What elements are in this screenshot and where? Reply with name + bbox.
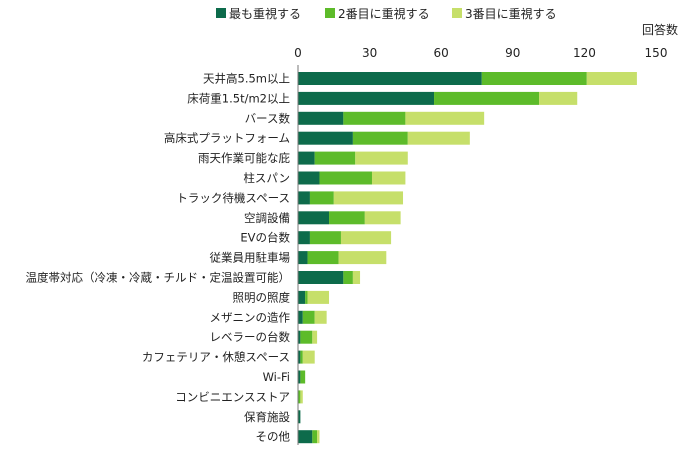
bar-segment bbox=[300, 350, 303, 364]
bar-segment bbox=[307, 290, 330, 304]
category-label: コンビニエンスストア bbox=[175, 390, 290, 404]
bar-segment bbox=[312, 330, 318, 344]
category-label: メザニンの造作 bbox=[210, 310, 291, 324]
category-label: EVの台数 bbox=[240, 231, 290, 245]
bar-segment bbox=[355, 151, 408, 165]
category-label: バース数 bbox=[245, 111, 291, 125]
category-label: Wi-Fi bbox=[263, 370, 290, 384]
bar-segment bbox=[317, 430, 320, 444]
category-label: トラック待機スペース bbox=[176, 191, 290, 205]
bar-segment bbox=[298, 410, 301, 424]
x-tick-label: 60 bbox=[434, 46, 449, 60]
bar-segment bbox=[298, 91, 435, 105]
bar-segment bbox=[481, 72, 587, 85]
bar-segment bbox=[298, 72, 482, 85]
bar-segment bbox=[314, 151, 356, 165]
bar-segment bbox=[307, 251, 339, 265]
x-axis-ticks: 0 30 60 90 120 150 bbox=[294, 46, 667, 60]
category-label: 空調設備 bbox=[244, 211, 290, 225]
bar-segment bbox=[539, 91, 578, 105]
bar-segment bbox=[352, 271, 361, 284]
category-label: 保育施設 bbox=[244, 410, 290, 424]
bar-segment bbox=[298, 191, 310, 205]
bar-segment bbox=[302, 310, 315, 324]
bar-segment bbox=[319, 171, 372, 185]
category-label: 従業員用駐車場 bbox=[210, 251, 291, 265]
bar-segment bbox=[314, 310, 327, 324]
bar-segment bbox=[338, 251, 387, 265]
x-tick-label: 120 bbox=[573, 46, 596, 60]
bar-segment bbox=[434, 91, 540, 105]
bar-segment bbox=[407, 131, 470, 145]
legend-label: 最も重視する bbox=[229, 6, 301, 21]
y-axis-labels: 天井高5.5m以上床荷重1.5t/m2以上バース数高床式プラットフォーム雨天作業… bbox=[26, 72, 291, 444]
bar-segment bbox=[371, 171, 406, 185]
category-label: 高床式プラットフォーム bbox=[164, 131, 290, 145]
category-label: その他 bbox=[256, 430, 291, 444]
x-tick-label: 90 bbox=[505, 46, 520, 60]
legend-label: 2番目に重視する bbox=[338, 6, 430, 21]
category-label: カフェテリア・休憩スペース bbox=[142, 350, 290, 364]
bar-segment bbox=[329, 211, 365, 225]
bar-segment bbox=[333, 191, 404, 205]
bar-segment bbox=[298, 211, 330, 225]
bar-segment bbox=[298, 430, 313, 444]
bar-segment bbox=[298, 390, 301, 404]
bar-segment bbox=[343, 271, 353, 284]
bar-segment bbox=[298, 330, 301, 344]
category-label: 雨天作業可能な庇 bbox=[198, 151, 290, 165]
bar-segment bbox=[343, 111, 406, 125]
bar-segment bbox=[298, 370, 301, 384]
x-tick-label: 150 bbox=[645, 46, 668, 60]
bar-segment bbox=[298, 290, 306, 304]
x-axis-label: 回答数 bbox=[642, 22, 678, 37]
bar-segment bbox=[298, 231, 310, 245]
legend-swatch bbox=[325, 8, 335, 18]
bar-segment bbox=[298, 350, 301, 364]
category-label: 床荷重1.5t/m2以上 bbox=[187, 91, 290, 105]
bars bbox=[298, 72, 637, 444]
bar-segment bbox=[300, 390, 303, 404]
bar-segment bbox=[300, 330, 313, 344]
bar-segment bbox=[298, 271, 344, 284]
category-label: 天井高5.5m以上 bbox=[203, 72, 290, 86]
bar-segment bbox=[300, 370, 306, 384]
bar-segment bbox=[340, 231, 392, 245]
bar-segment bbox=[298, 310, 303, 324]
bar-segment bbox=[305, 290, 308, 304]
category-label: 柱スパン bbox=[243, 171, 290, 185]
bar-segment bbox=[309, 191, 334, 205]
bar-segment bbox=[298, 171, 320, 185]
bar-segment bbox=[309, 231, 341, 245]
bar-segment bbox=[298, 111, 344, 125]
bar-segment bbox=[312, 430, 318, 444]
bar-segment bbox=[298, 251, 308, 265]
bar-segment bbox=[364, 211, 401, 225]
legend: 最も重視する 2番目に重視する 3番目に重視する bbox=[216, 6, 557, 21]
category-label: レベラーの台数 bbox=[210, 330, 291, 344]
bar-segment bbox=[352, 131, 408, 145]
bar-segment bbox=[298, 131, 353, 145]
bar-segment bbox=[405, 111, 485, 125]
bar-segment bbox=[302, 350, 315, 364]
category-label: 照明の照度 bbox=[233, 290, 291, 304]
legend-swatch bbox=[216, 8, 226, 18]
bar-segment bbox=[298, 151, 315, 165]
x-tick-label: 30 bbox=[362, 46, 377, 60]
legend-swatch bbox=[452, 8, 462, 18]
category-label: 温度帯対応（冷凍・冷蔵・チルド・定温設置可能） bbox=[26, 271, 291, 285]
x-tick-label: 0 bbox=[294, 46, 302, 60]
legend-label: 3番目に重視する bbox=[465, 6, 557, 21]
bar-segment bbox=[586, 72, 637, 85]
